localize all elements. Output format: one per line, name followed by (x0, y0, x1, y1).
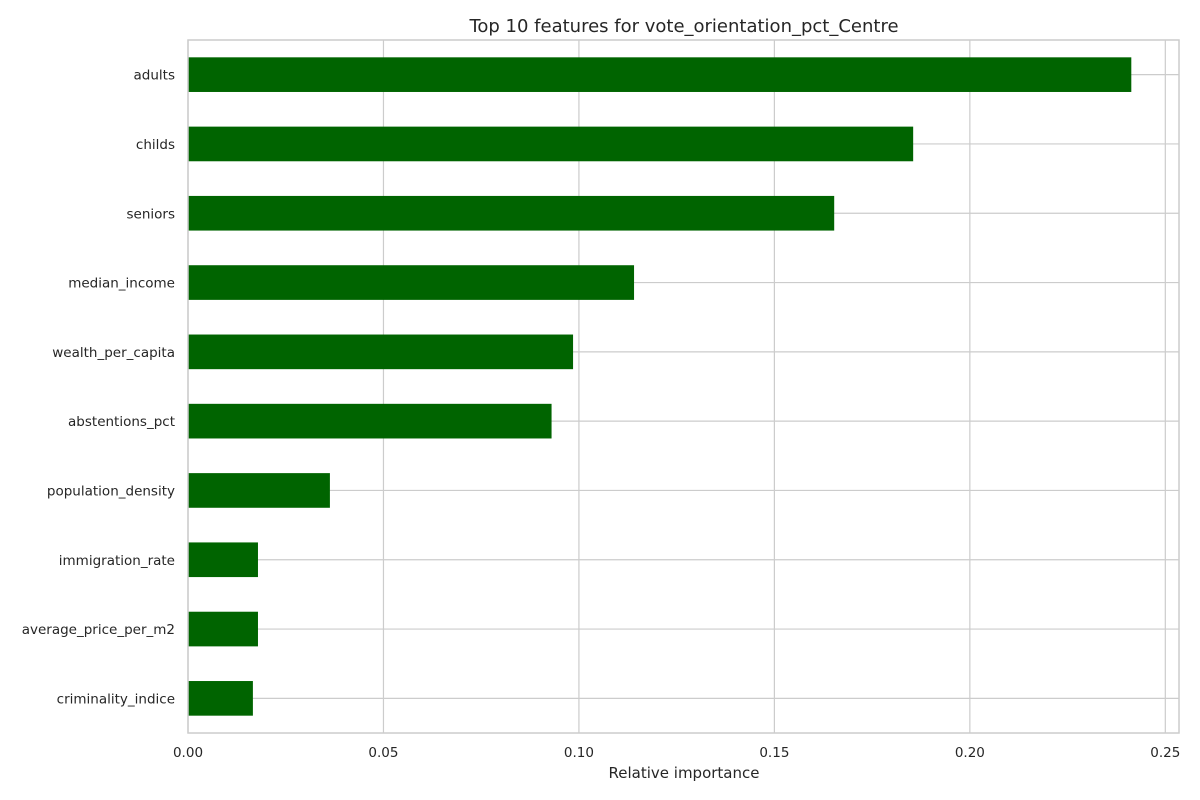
bar-seniors (188, 195, 835, 231)
bar-average-price-per-m2 (188, 611, 258, 647)
chart-title: Top 10 features for vote_orientation_pct… (468, 16, 898, 37)
bar-population-density (188, 473, 330, 508)
x-tick-label: 0.25 (1150, 745, 1180, 761)
y-tick-label: criminality_indice (57, 691, 175, 707)
x-tick-label: 0.05 (368, 745, 398, 761)
y-tick-label: adults (134, 68, 175, 84)
y-tick-label: immigration_rate (59, 553, 175, 569)
x-tick-label: 0.00 (173, 745, 203, 761)
bar-childs (188, 126, 914, 162)
bar-median-income (188, 265, 635, 300)
x-tick-labels: 0.00 0.05 0.10 0.15 0.20 0.25 (173, 745, 1180, 761)
x-tick-label: 0.20 (955, 745, 985, 761)
y-tick-label: wealth_per_capita (52, 345, 175, 361)
plot-frame (187, 39, 1180, 734)
bar-adults (188, 57, 1132, 92)
x-axis-label: Relative importance (609, 764, 760, 782)
y-tick-labels: adults childs seniors median_income wealth_p… (22, 68, 175, 708)
y-tick-label: median_income (68, 276, 175, 292)
y-tick-label: seniors (127, 206, 176, 222)
y-tick-label: average_price_per_m2 (22, 622, 175, 638)
plot-spines (187, 39, 1180, 734)
x-tick-label: 0.10 (564, 745, 594, 761)
y-tick-label: abstentions_pct (68, 414, 175, 430)
bars-layer (188, 57, 1132, 716)
bar-criminality-indice (188, 681, 253, 716)
y-tick-label: population_density (47, 483, 175, 499)
bar-abstentions-pct (188, 403, 552, 439)
x-tick-label: 0.15 (759, 745, 789, 761)
bar-wealth-per-capita (188, 334, 574, 370)
y-tick-label: childs (136, 137, 175, 153)
bar-immigration-rate (188, 542, 258, 578)
